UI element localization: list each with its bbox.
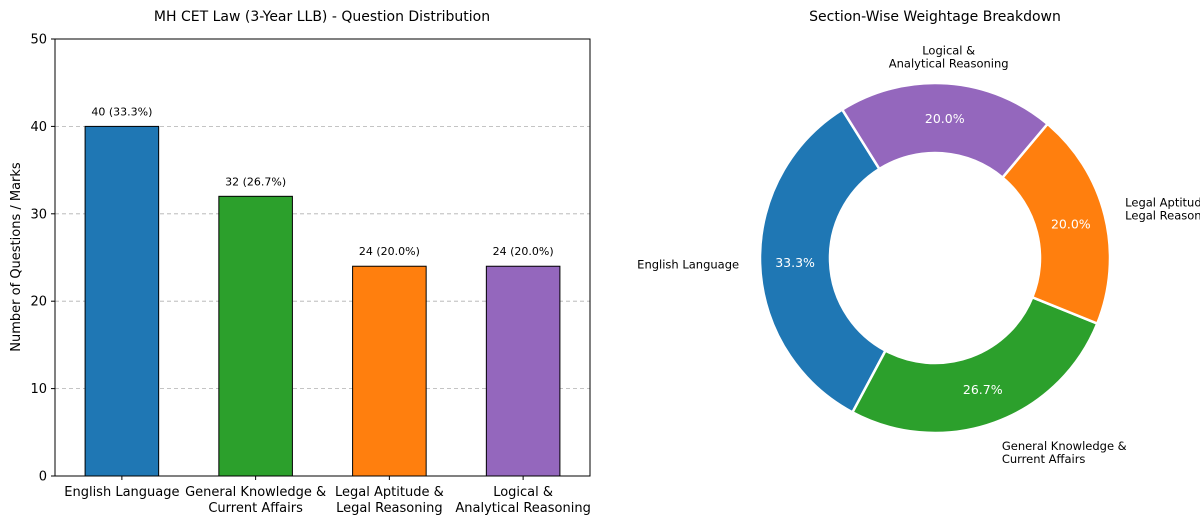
donut-slice (758, 107, 888, 415)
bar-value-label: 24 (20.0%) (493, 245, 554, 258)
bar (218, 195, 293, 477)
y-tick-label: 10 (30, 382, 47, 397)
donut-labels: 33.3% English Language 26.7% General Knowle… (637, 43, 1200, 466)
y-axis-label: Number of Questions / Marks (9, 162, 24, 352)
donut-category-label: English Language (637, 258, 739, 272)
x-tick-label: Legal Aptitude & Legal Reasoning (335, 485, 444, 516)
x-tick-label: English Language (64, 485, 179, 500)
bar-plot-frame (54, 38, 591, 477)
donut-chart-title: Section-Wise Weightage Breakdown (809, 9, 1061, 25)
bar (84, 125, 160, 477)
donut-percent-label: 20.0% (925, 111, 965, 126)
donut-slices (758, 81, 1112, 435)
donut-slice (850, 295, 1099, 435)
donut-percent-label: 26.7% (963, 382, 1003, 397)
y-tick-label: 30 (30, 207, 47, 222)
y-tick-label: 0 (39, 470, 47, 485)
bar-chart: MH CET Law (3-Year LLB) - Question Distr… (9, 9, 591, 516)
donut-category-label: General Knowledge & Current Affairs (1002, 439, 1127, 466)
y-tick-label: 50 (30, 33, 47, 48)
bar-chart-title: MH CET Law (3-Year LLB) - Question Distr… (154, 9, 490, 25)
donut-chart: Section-Wise Weightage Breakdown 33.3% En… (637, 9, 1200, 466)
bar (352, 265, 427, 477)
bar-series: 40 (33.3%) 32 (26.7%) 24 (20.0%) 24 (20.0%) (84, 105, 561, 477)
donut-percent-label: 20.0% (1051, 217, 1091, 232)
bar-value-label: 24 (20.0%) (359, 245, 420, 258)
bar-value-label: 32 (26.7%) (225, 175, 286, 188)
y-axis-ticks: 0 10 20 30 40 50 (30, 33, 55, 485)
donut-category-label: Legal Aptitude &Legal Reasoning (1125, 196, 1200, 223)
donut-category-label: Logical & Analytical Reasoning (889, 43, 1009, 70)
bar-value-label: 40 (33.3%) (91, 105, 152, 118)
y-tick-label: 20 (30, 295, 47, 310)
x-tick-label: General Knowledge & Current Affairs (185, 485, 326, 516)
x-tick-label: Logical & Analytical Reasoning (455, 485, 590, 516)
bar (485, 265, 561, 477)
x-axis-ticks: English Language General Knowledge & Curre… (64, 476, 591, 516)
donut-percent-label: 33.3% (775, 255, 815, 270)
y-tick-label: 40 (30, 120, 47, 135)
donut-slice (840, 81, 1050, 180)
